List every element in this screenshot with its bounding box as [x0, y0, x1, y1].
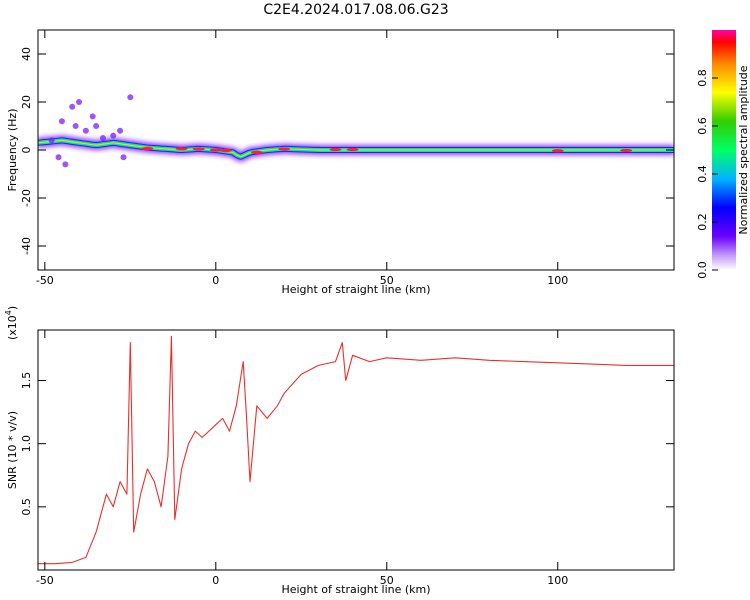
- colorbar-label: Normalized spectral amplitude: [737, 65, 750, 234]
- spectrogram-hotspot: [620, 148, 633, 153]
- spectrogram-hotspot: [141, 146, 154, 151]
- y-tick-label: 1.0: [20, 435, 33, 453]
- spectrogram-hotspot: [209, 148, 222, 152]
- snr-line: [38, 335, 674, 565]
- snr-panel: -50 0 50 100 0.5 1.0 1.5 Height of straight li…: [4, 306, 675, 596]
- spectrogram-speckle: [89, 113, 96, 120]
- y-tick-label: 1.5: [20, 372, 33, 390]
- snr-scale-close: ): [6, 306, 19, 310]
- x-tick-label: -50: [36, 574, 54, 587]
- colorbar-tick-label: 0.6: [696, 117, 709, 135]
- snr-xlabel: Height of straight line (km): [281, 583, 430, 596]
- spectrogram-panel: -50 0 50 100 -40 -20 0 20 40 Height of straight …: [6, 29, 675, 296]
- spectrogram-hotspot: [250, 150, 263, 154]
- snr-scale-exponent: 4: [4, 310, 13, 315]
- colorbar-tick-label: 0.2: [696, 213, 709, 231]
- y-tick-label: 40: [20, 47, 33, 61]
- spectrogram-hotspot: [192, 147, 205, 151]
- colorbar: 0.0 0.2 0.4 0.6 0.8 Normalized spectral ampl…: [696, 30, 750, 279]
- spectrogram-hotspot: [551, 149, 564, 153]
- spectrogram-ylabel: Frequency (Hz): [6, 109, 19, 192]
- spectrogram-speckle: [62, 161, 69, 168]
- colorbar-gradient: [712, 30, 736, 270]
- spectrogram-ticks: -50 0 50 100 -40 -20 0 20 40: [20, 30, 674, 287]
- spectrogram-speckle: [93, 123, 100, 129]
- x-tick-label: 100: [547, 574, 568, 587]
- spectrogram-speckle: [72, 123, 79, 129]
- spectrogram-speckle: [120, 154, 127, 161]
- spectrogram-hotspot: [278, 147, 291, 151]
- spectrogram-speckle: [82, 127, 89, 134]
- spectrogram-speckle: [127, 94, 134, 101]
- spectrogram-speckle: [76, 99, 83, 105]
- spectrogram-speckle: [99, 135, 106, 141]
- spectrogram-speckle: [110, 132, 117, 139]
- x-tick-label: 50: [380, 574, 394, 587]
- spectrogram-hotspot: [175, 147, 188, 151]
- spectrogram-xlabel: Height of straight line (km): [281, 283, 430, 296]
- y-tick-label: 20: [20, 95, 33, 109]
- colorbar-tick-label: 0.4: [696, 165, 709, 183]
- spectrogram-speckle: [55, 154, 62, 161]
- x-tick-label: 0: [212, 574, 219, 587]
- y-tick-label: 0.5: [20, 498, 33, 516]
- spectrogram-ridge: [38, 94, 674, 168]
- colorbar-ticks: 0.0 0.2 0.4 0.6 0.8: [696, 69, 718, 279]
- spectrogram-speckle: [69, 103, 76, 110]
- spectrogram-speckle: [117, 127, 124, 134]
- chart-title: C2E4.2024.017.08.06.G23: [263, 2, 448, 18]
- x-tick-label: -50: [36, 274, 54, 287]
- y-tick-label: -40: [20, 237, 33, 255]
- spectrogram-speckle: [58, 118, 65, 125]
- snr-scale-label: (x104): [4, 306, 19, 340]
- x-tick-label: 50: [380, 274, 394, 287]
- y-tick-label: -20: [20, 189, 33, 207]
- spectrogram-hotspot: [220, 148, 233, 153]
- spectrogram-hotspot: [346, 147, 359, 152]
- snr-ticks: -50 0 50 100 0.5 1.0 1.5: [20, 330, 674, 587]
- spectrogram-speckle: [48, 137, 55, 144]
- snr-series: [38, 335, 674, 565]
- y-tick-label: 0: [20, 147, 33, 154]
- snr-scale-prefix: (x10: [6, 315, 19, 340]
- snr-ylabel: SNR (10 * v/v): [6, 411, 19, 489]
- spectrogram-hotspot: [329, 147, 342, 152]
- x-tick-label: 100: [547, 274, 568, 287]
- snr-frame: [37, 329, 675, 571]
- x-tick-label: 0: [212, 274, 219, 287]
- colorbar-tick-label: 0.8: [696, 69, 709, 87]
- colorbar-tick-label: 0.0: [696, 261, 709, 279]
